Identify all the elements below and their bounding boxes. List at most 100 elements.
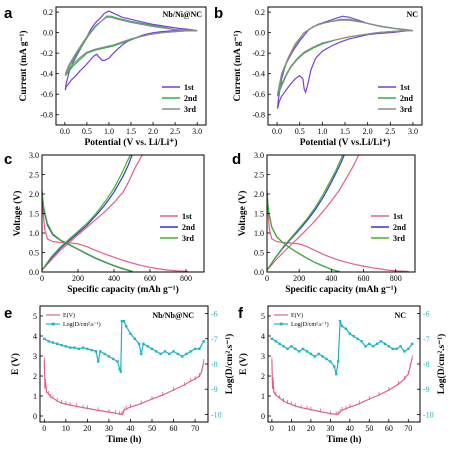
data-point [348,332,352,335]
data-point [107,355,111,358]
y-tick-label: 3 [33,352,37,361]
x-tick-label: 60 [170,424,178,433]
x-tick-label: 1.0 [317,127,327,136]
x-tick-label: 800 [180,274,192,283]
data-point [155,350,158,353]
legend-label: 1st [182,212,192,221]
data-point [387,345,391,348]
data-point [118,367,121,371]
y2-axis-label: Log(D/cm².s⁻¹) [436,334,447,395]
data-point [278,342,281,346]
series-line-1 [43,359,205,416]
series-line-1 [41,154,188,273]
data-point [99,350,102,353]
legend-marker [279,322,283,326]
y-tick-label: -0.6 [40,90,53,99]
data-point [86,347,89,351]
series-line-3 [64,16,198,75]
data-point [124,324,128,328]
x-tick-label: 2.0 [148,127,158,136]
y-tick-label: 0 [261,412,265,421]
data-point [301,347,305,351]
data-point [336,360,340,363]
data-point [375,342,379,346]
data-point [122,319,126,323]
data-point [198,347,201,351]
data-point [81,346,85,349]
x-axis-label: Specific capacity (mAh g⁻¹) [67,284,179,295]
x-axis-label: Specific capacity (mAh g⁻¹) [285,284,397,295]
y-tick-label: 0.0 [255,29,265,38]
data-point [379,340,383,343]
panel-c: 0 200 400 600 800 0.0 0.5 1.0 1.5 2.0 2.5 3.0 Specif… [4,151,205,295]
data-point [297,350,301,353]
data-point [116,360,119,363]
legend-label: 2nd [400,94,413,103]
panel-label: f [238,305,244,322]
x-tick-label: 10 [287,424,295,433]
data-point [168,352,171,356]
data-point [137,342,141,346]
x-tick-label: 0 [270,424,274,433]
data-point [150,347,154,351]
y-tick-label: 2 [261,372,265,381]
legend-label: 3rd [393,234,406,243]
y-tick-label: -0.2 [252,49,265,58]
y2-tick-label: -9 [423,385,430,394]
data-point [317,352,320,356]
y-tick-label: 0 [33,412,37,421]
y-tick-label: 3 [261,352,265,361]
series-line-2 [271,320,413,375]
data-point [133,337,136,340]
legend-label: 1st [184,83,194,92]
x-axis-label: Time (h) [107,434,142,445]
x-tick-label: 400 [108,274,120,283]
data-point [103,352,106,356]
panel-label: c [4,151,12,168]
y-tick-label: 1.0 [254,229,264,238]
legend-marker [51,322,55,326]
data-point [329,360,332,363]
y-tick-label: 4 [33,332,37,341]
y-tick-label: 4 [261,332,265,341]
data-point [43,337,46,340]
data-point [282,345,285,348]
data-point [146,345,149,348]
data-point [64,345,68,348]
data-point [193,347,197,351]
legend-label: 2nd [184,94,197,103]
y-axis-label: E (V) [10,353,21,375]
y-tick-label: 3.0 [254,151,264,160]
y-tick-label: 0.0 [29,268,39,277]
x-tick-label: 400 [325,274,337,283]
y-tick-label: 2.0 [29,190,39,199]
data-point [338,319,342,323]
data-point [142,342,145,346]
data-point [119,370,122,373]
sample-tag: Nb/Nb@NC [152,311,194,320]
x-tick-label: 20 [83,424,91,433]
data-point [90,348,93,352]
x-axis-label: Potential (V vs. Li/Li⁺) [85,137,178,148]
data-point [60,343,63,347]
y2-tick-label: -9 [211,385,218,394]
legend: 1st 2nd 3rd [371,212,406,243]
legend-label: E(V) [63,312,75,319]
x-tick-label: 20 [307,424,315,433]
data-point [395,347,398,351]
series-line-3 [41,154,134,273]
x-tick-label: 0.0 [60,127,70,136]
data-point [274,340,277,343]
data-point [352,335,355,338]
y-tick-label: 1.5 [29,210,39,219]
data-point [286,347,289,351]
legend: E(V) Log(D/cm².s⁻¹) [274,312,329,328]
series-line-1 [271,357,413,416]
y-tick-label: 2.5 [254,171,264,180]
panel-b: 0.0 0.5 1.0 1.5 2.0 2.5 3.0 -0.8 -0.6 -0.4 -0.2 0.0… [214,5,423,148]
legend-label: 2nd [393,223,406,232]
y-tick-label: 0.2 [43,8,53,17]
x-tick-label: 600 [358,274,370,283]
data-point [56,342,59,346]
